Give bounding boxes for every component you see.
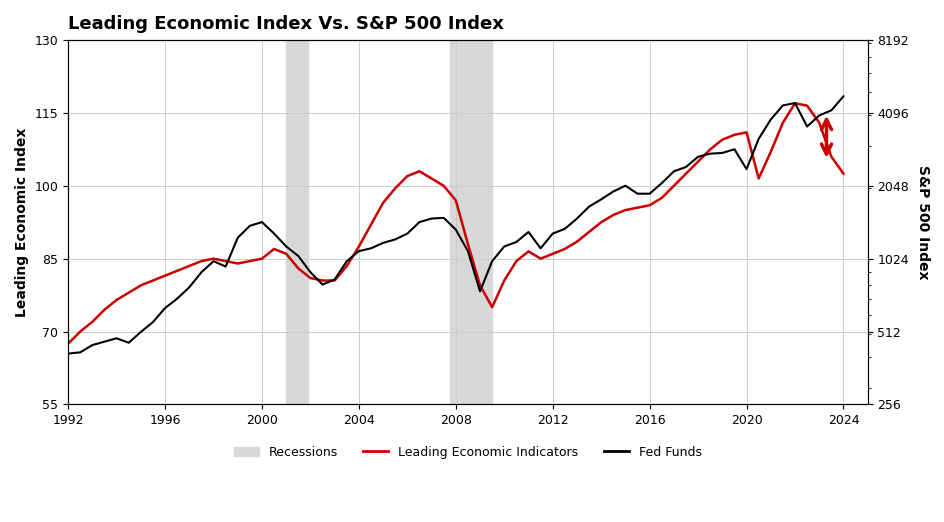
Legend: Recessions, Leading Economic Indicators, Fed Funds: Recessions, Leading Economic Indicators,…: [229, 441, 706, 464]
Bar: [286, 40, 308, 405]
Y-axis label: Leading Economic Index: Leading Economic Index: [15, 127, 29, 317]
Y-axis label: S&P 500 Index: S&P 500 Index: [915, 165, 929, 279]
Bar: [449, 40, 492, 405]
Text: Leading Economic Index Vs. S&P 500 Index: Leading Economic Index Vs. S&P 500 Index: [68, 15, 503, 33]
